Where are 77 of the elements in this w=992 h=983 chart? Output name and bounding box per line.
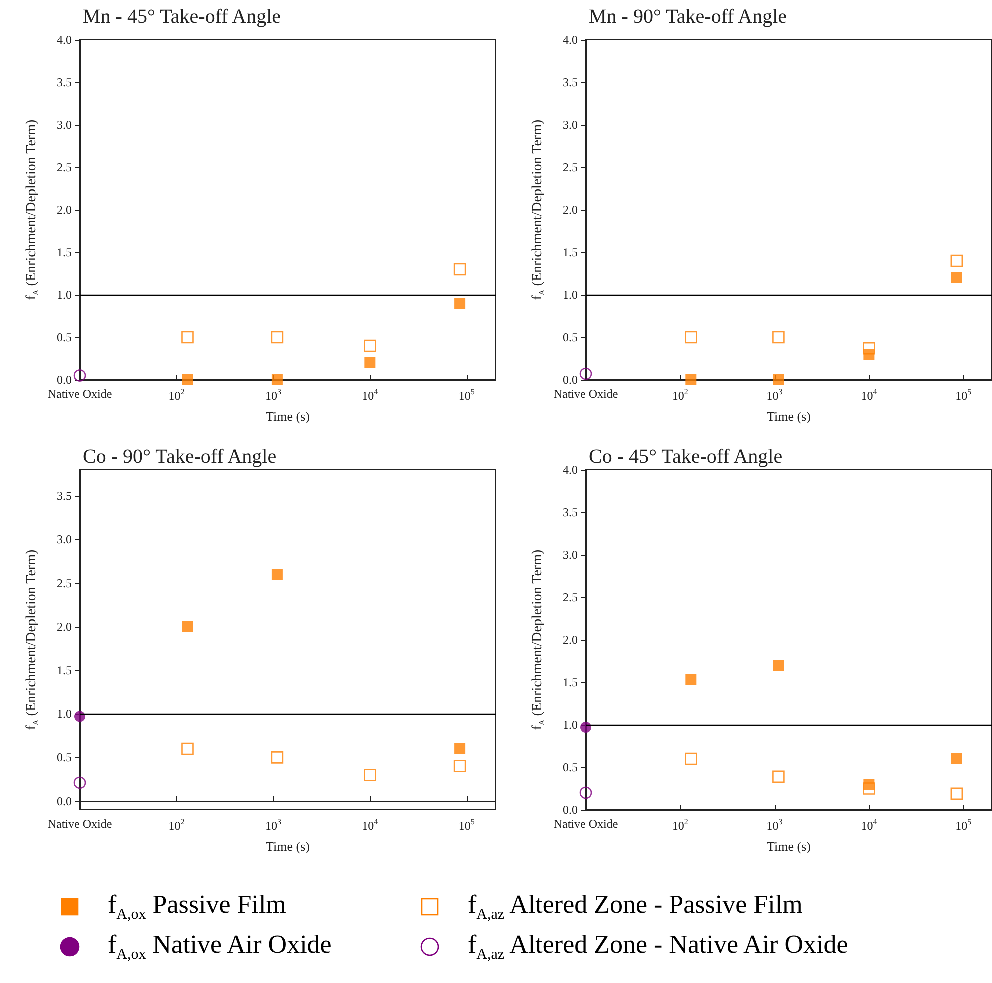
y-tick-label: 3.0 bbox=[57, 532, 72, 547]
point bbox=[686, 374, 697, 386]
y-axis-title: fA (Enrichment/Depletion Term) bbox=[530, 120, 546, 300]
y-tick-label: 2.0 bbox=[57, 620, 72, 634]
chart-title: Mn - 90° Take-off Angle bbox=[589, 6, 788, 28]
x-axis-title: Time (s) bbox=[767, 839, 811, 854]
y-tick-label: 2.0 bbox=[57, 203, 72, 217]
x-axis-title: Time (s) bbox=[266, 839, 310, 854]
legend-label: f$_{A,az}$ Altered Zone - Passive Film bbox=[468, 890, 803, 924]
y-tick-label: 0.5 bbox=[563, 760, 578, 774]
chart-title: Mn - 45° Take-off Angle bbox=[83, 6, 282, 28]
y-tick-label: 0.0 bbox=[57, 373, 72, 387]
y-tick-label: 0.5 bbox=[57, 750, 72, 765]
x-axis-title: Time (s) bbox=[767, 409, 811, 424]
point bbox=[271, 331, 284, 344]
y-tick-label: 1.0 bbox=[563, 288, 578, 302]
y-tick-label: 1.5 bbox=[563, 676, 578, 690]
point bbox=[364, 358, 376, 368]
y-tick-label: 2.0 bbox=[563, 633, 578, 647]
y-tick-label: 4.0 bbox=[563, 463, 578, 477]
y-tick-label: 2.5 bbox=[57, 576, 72, 590]
y-tick-label: 1.5 bbox=[57, 246, 72, 260]
y-tick-label: 1.5 bbox=[563, 246, 578, 260]
y-tick-label: 1.0 bbox=[57, 288, 72, 302]
point bbox=[950, 788, 964, 800]
y-tick-label: 0.5 bbox=[57, 330, 72, 344]
chart-title: Co - 90° Take-off Angle bbox=[83, 446, 277, 468]
y-tick-label: 3.5 bbox=[57, 489, 72, 504]
point bbox=[182, 374, 194, 386]
legend-label: f$_{A,ox}$ Passive Film bbox=[108, 890, 286, 924]
y-tick-label: 3.0 bbox=[563, 118, 578, 132]
point bbox=[863, 782, 876, 795]
y-tick-label: 0.5 bbox=[563, 330, 578, 344]
point bbox=[950, 254, 964, 268]
y-tick-label: 3.0 bbox=[57, 118, 72, 132]
point bbox=[772, 331, 785, 344]
y-tick-label: 1.5 bbox=[57, 664, 72, 678]
point bbox=[364, 340, 376, 352]
point bbox=[951, 754, 962, 764]
y-tick-label: 2.0 bbox=[563, 203, 578, 217]
y-tick-label: 2.5 bbox=[563, 590, 578, 604]
chart-title: Co - 45° Take-off Angle bbox=[589, 446, 783, 468]
legend-label: f$_{A,az}$ Altered Zone - Native Air Oxide bbox=[468, 930, 848, 964]
y-tick-label: 3.0 bbox=[563, 548, 578, 562]
y-tick-label: 2.5 bbox=[563, 160, 578, 174]
x-tick-label: Native Oxide bbox=[48, 817, 112, 831]
point bbox=[863, 342, 876, 355]
x-axis-title: Time (s) bbox=[266, 409, 310, 424]
point bbox=[772, 770, 785, 783]
y-tick-label: 0.0 bbox=[563, 373, 578, 387]
y-axis-title: fA (Enrichment/Depletion Term) bbox=[24, 550, 40, 730]
point bbox=[182, 331, 194, 344]
y-tick-label: 4.0 bbox=[563, 33, 578, 47]
y-tick-label: 0.0 bbox=[57, 794, 72, 808]
point bbox=[272, 374, 283, 386]
x-tick-label: Native Oxide bbox=[554, 817, 618, 831]
point bbox=[685, 331, 698, 344]
y-axis-title: fA (Enrichment/Depletion Term) bbox=[530, 550, 546, 730]
point bbox=[454, 263, 466, 276]
y-tick-label: 4.0 bbox=[57, 33, 72, 47]
y-tick-label: 2.5 bbox=[57, 160, 72, 174]
y-tick-label: 3.5 bbox=[57, 76, 72, 90]
point bbox=[773, 374, 784, 386]
y-tick-label: 3.5 bbox=[563, 506, 578, 520]
y-tick-label: 0.0 bbox=[563, 803, 578, 817]
point bbox=[686, 674, 697, 686]
x-tick-label: Native Oxide bbox=[554, 387, 618, 401]
y-tick-label: 1.0 bbox=[563, 718, 578, 732]
y-tick-label: 1.0 bbox=[57, 707, 72, 722]
y-axis-title: fA (Enrichment/Depletion Term) bbox=[24, 120, 40, 300]
point bbox=[951, 272, 962, 284]
y-tick-label: 3.5 bbox=[563, 76, 578, 90]
legend-label: f$_{A,ox}$ Native Air Oxide bbox=[108, 930, 332, 964]
point bbox=[454, 298, 466, 309]
point bbox=[685, 752, 698, 766]
x-tick-label: Native Oxide bbox=[48, 387, 112, 401]
point bbox=[773, 660, 784, 671]
